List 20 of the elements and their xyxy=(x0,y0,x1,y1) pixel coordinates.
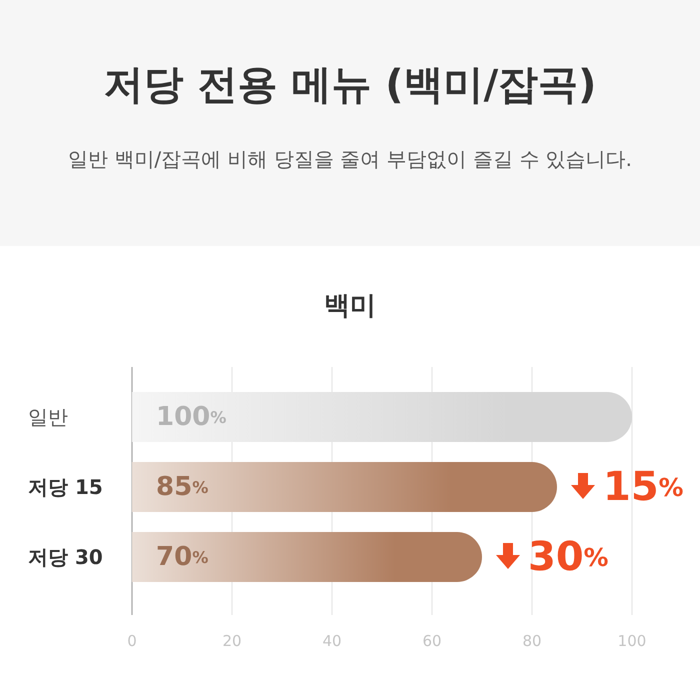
x-axis-title: 백미 xyxy=(324,291,376,321)
data-label: 70% xyxy=(156,542,208,572)
x-tick-label: 40 xyxy=(322,632,342,650)
x-tick-label: 0 xyxy=(127,632,137,650)
annotation: 15% xyxy=(603,464,684,510)
bar xyxy=(132,532,482,582)
bar xyxy=(132,392,632,442)
data-label: 100% xyxy=(156,402,226,432)
y-tick-label: 저당 15 xyxy=(28,475,103,499)
chart-title: 저당 전용 메뉴 (백미/잡곡) xyxy=(104,62,596,108)
data-label: 85% xyxy=(156,472,208,502)
y-tick-label: 일반 xyxy=(28,405,68,429)
x-tick-label: 80 xyxy=(522,632,542,650)
x-tick-label: 20 xyxy=(222,632,242,650)
annotation: 30% xyxy=(528,534,609,580)
bar xyxy=(132,462,557,512)
x-tick-label: 60 xyxy=(422,632,442,650)
x-tick-label: 100 xyxy=(618,632,646,650)
y-tick-label: 저당 30 xyxy=(28,545,103,569)
chart-subtitle: 일반 백미/잡곡에 비해 당질을 줄여 부담없이 즐길 수 있습니다. xyxy=(68,147,632,171)
